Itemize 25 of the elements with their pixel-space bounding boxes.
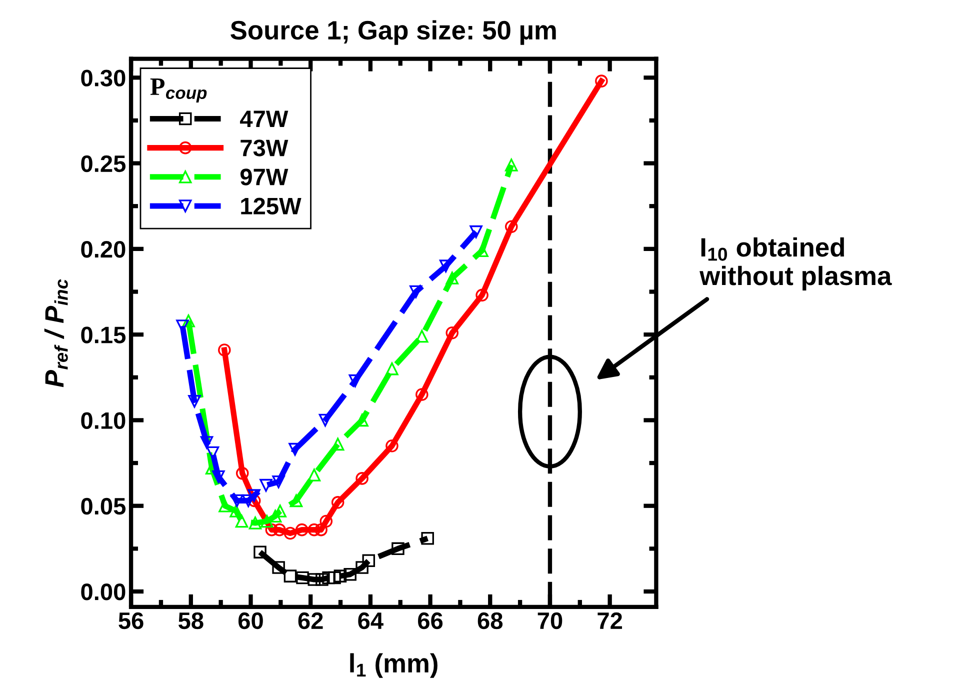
y-axis-title: P$_{ref}$ / P$_{inc}$ xyxy=(44,279,68,388)
y-tick-label: 0.05 xyxy=(81,498,126,515)
x-axis-title: l$_{1}$ (mm) xyxy=(350,653,438,678)
y-tick-label: 0.30 xyxy=(81,70,126,86)
x-tick-label: 66 xyxy=(418,612,443,630)
x-tick-label: 68 xyxy=(478,612,503,630)
chart-title: Source 1; Gap size: 50 µm xyxy=(230,20,556,45)
x-tick-label: 64 xyxy=(358,612,384,630)
legend-label: 97W xyxy=(240,168,288,186)
x-tick-label: 58 xyxy=(178,612,204,630)
y-tick-label: 0.10 xyxy=(81,412,126,429)
legend-label: 47W xyxy=(240,110,288,127)
x-tick-label: 62 xyxy=(298,612,323,630)
x-tick-label: 56 xyxy=(118,612,144,630)
y-tick-label: 0.15 xyxy=(81,326,126,344)
legend-title: P$_{coup}$ xyxy=(150,78,207,102)
legend-label: 73W xyxy=(240,140,288,156)
y-tick-label: 0.20 xyxy=(81,240,126,258)
y-tick-label: 0.00 xyxy=(81,584,126,600)
x-tick-label: 60 xyxy=(238,612,263,630)
x-tick-label: 70 xyxy=(538,612,562,630)
legend-label: 125W xyxy=(241,198,302,214)
x-tick-label: 72 xyxy=(598,612,622,629)
y-tick-label: 0.25 xyxy=(81,155,126,172)
text: I$_{10}$ obtained without plasma xyxy=(700,237,892,290)
